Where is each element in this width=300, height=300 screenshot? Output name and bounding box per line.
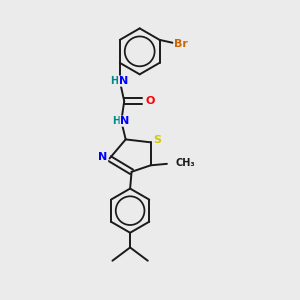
- Text: S: S: [153, 135, 161, 145]
- Text: N: N: [98, 152, 108, 162]
- Text: CH₃: CH₃: [175, 158, 195, 168]
- Text: N: N: [119, 76, 128, 86]
- Text: N: N: [120, 116, 129, 126]
- Text: H: H: [112, 116, 120, 126]
- Text: O: O: [145, 95, 154, 106]
- Text: Br: Br: [174, 39, 188, 49]
- Text: H: H: [110, 76, 118, 86]
